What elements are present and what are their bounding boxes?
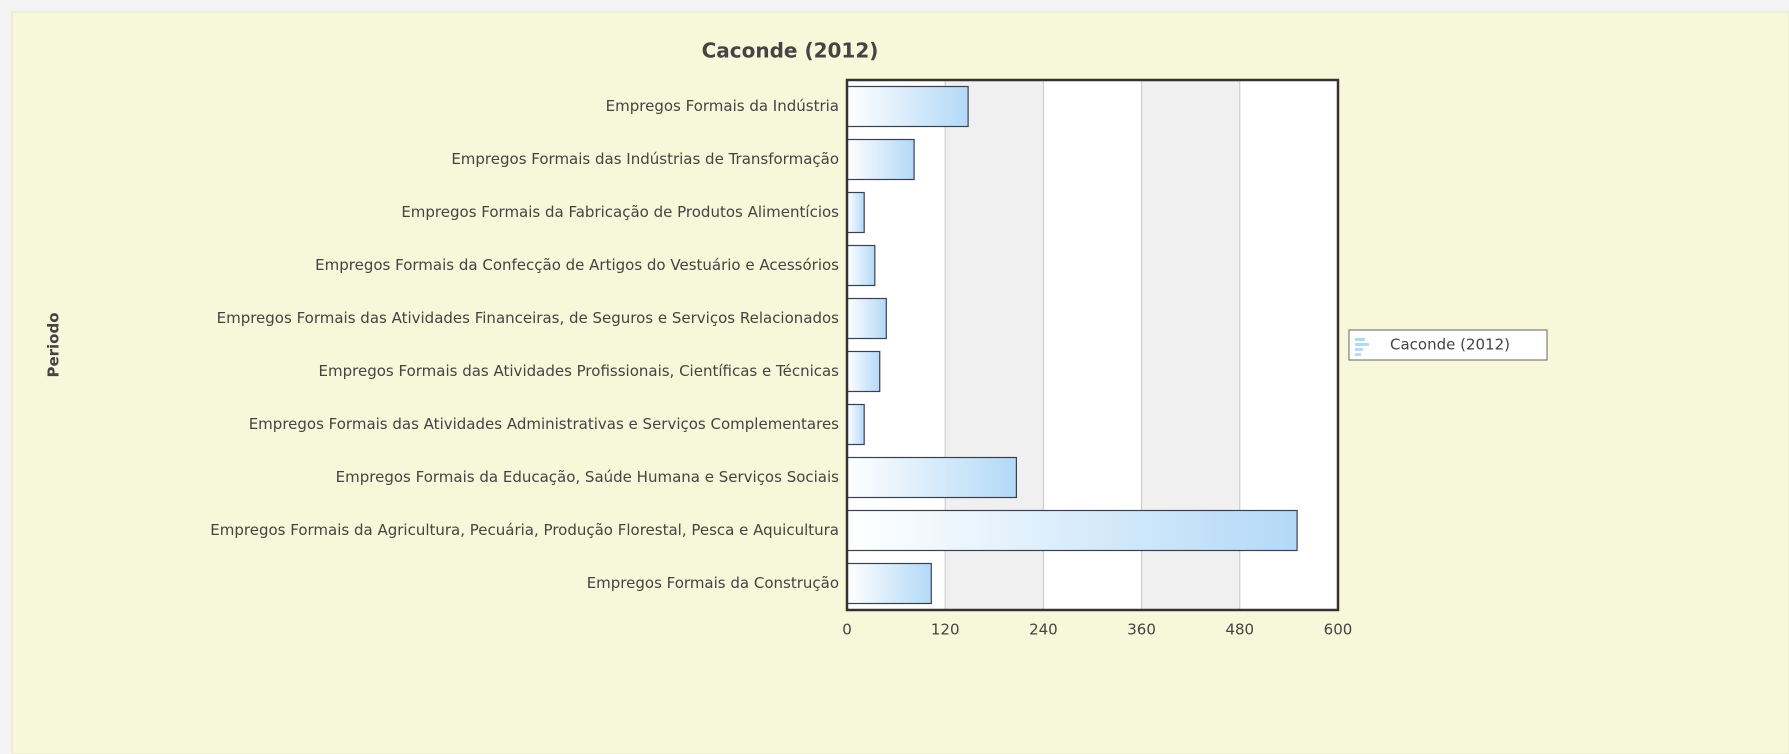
y-tick-label: Empregos Formais da Indústria xyxy=(606,97,839,115)
legend xyxy=(1348,329,1548,361)
x-tick-label: 600 xyxy=(1324,621,1353,639)
y-tick-label: Empregos Formais da Confecção de Artigos… xyxy=(315,256,839,274)
legend-icon xyxy=(1355,348,1363,351)
y-tick-label: Empregos Formais das Indústrias de Trans… xyxy=(451,150,839,168)
y-tick-label: Empregos Formais das Atividades Financei… xyxy=(217,309,840,327)
x-tick-label: 480 xyxy=(1225,621,1254,639)
y-tick-label: Empregos Formais das Atividades Profissi… xyxy=(319,362,840,380)
y-tick-label: Empregos Formais das Atividades Administ… xyxy=(249,415,839,433)
bar xyxy=(846,191,865,234)
bar xyxy=(846,138,915,181)
legend-label: Caconde (2012) xyxy=(1390,336,1510,354)
bar xyxy=(846,350,881,393)
y-tick-label: Empregos Formais da Fabricação de Produt… xyxy=(401,203,839,221)
x-tick-label: 120 xyxy=(931,621,960,639)
y-axis-label: Periodo xyxy=(45,312,63,377)
legend-icon xyxy=(1355,343,1369,346)
bar xyxy=(846,85,969,128)
bar xyxy=(846,562,932,605)
y-tick-label: Empregos Formais da Agricultura, Pecuári… xyxy=(210,521,839,539)
y-tick-label: Empregos Formais da Educação, Saúde Huma… xyxy=(336,468,839,486)
x-tick-label: 0 xyxy=(842,621,852,639)
bar xyxy=(846,403,865,446)
legend-icon xyxy=(1355,353,1361,356)
bar xyxy=(846,456,1017,499)
chart-title: Caconde (2012) xyxy=(702,39,879,63)
bar xyxy=(846,297,887,340)
plot-border xyxy=(845,78,1340,612)
legend-icon xyxy=(1355,338,1365,341)
x-tick-label: 240 xyxy=(1029,621,1058,639)
bar xyxy=(846,509,1298,552)
x-tick-label: 360 xyxy=(1127,621,1156,639)
bar xyxy=(846,244,876,287)
y-tick-label: Empregos Formais da Construção xyxy=(587,574,839,592)
